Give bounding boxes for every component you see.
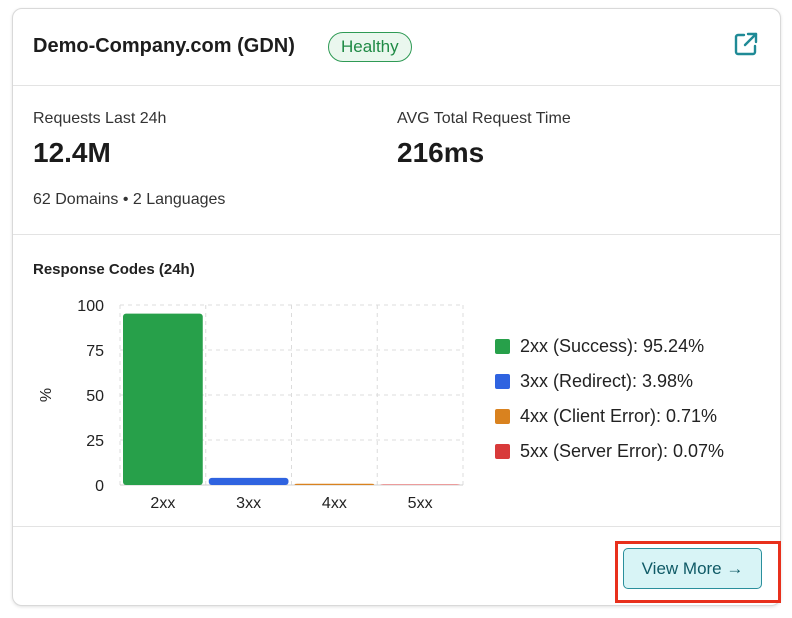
x-tick-label: 5xx bbox=[408, 495, 433, 512]
x-tick-label: 3xx bbox=[236, 495, 261, 512]
legend-swatch bbox=[495, 339, 510, 354]
y-axis-label: % bbox=[38, 388, 55, 402]
y-tick-label: 50 bbox=[86, 388, 104, 405]
card-header: Demo-Company.com (GDN) Healthy bbox=[13, 9, 780, 86]
legend-item: 4xx (Client Error): 0.71% bbox=[495, 399, 724, 434]
x-tick-label: 4xx bbox=[322, 495, 347, 512]
legend-swatch bbox=[495, 409, 510, 424]
response-codes-section: Response Codes (24h) 0 25 50 75 100 2xx 3xx 4xx… bbox=[13, 235, 780, 527]
chart-legend: 2xx (Success): 95.24% 3xx (Redirect): 3.9… bbox=[495, 329, 724, 469]
status-badge: Healthy bbox=[328, 32, 412, 62]
domain-card: Demo-Company.com (GDN) Healthy Requests … bbox=[12, 8, 781, 606]
y-tick-label: 0 bbox=[95, 478, 104, 495]
avg-time-label: AVG Total Request Time bbox=[397, 110, 571, 127]
y-tick-label: 75 bbox=[86, 343, 104, 360]
avg-time-value: 216ms bbox=[397, 137, 485, 168]
y-tick-label: 100 bbox=[77, 298, 104, 315]
highlight-box bbox=[615, 541, 781, 603]
legend-item: 5xx (Server Error): 0.07% bbox=[495, 434, 724, 469]
domains-languages-meta: 62 Domains • 2 Languages bbox=[33, 191, 226, 208]
bar-5xx bbox=[380, 484, 460, 485]
bar-2xx bbox=[123, 313, 203, 485]
card-title: Demo-Company.com (GDN) bbox=[33, 35, 295, 57]
y-tick-label: 25 bbox=[86, 433, 104, 450]
legend-swatch bbox=[495, 374, 510, 389]
chart-title: Response Codes (24h) bbox=[33, 261, 195, 278]
legend-item: 2xx (Success): 95.24% bbox=[495, 329, 724, 364]
requests-label: Requests Last 24h bbox=[33, 110, 167, 127]
legend-item: 3xx (Redirect): 3.98% bbox=[495, 364, 724, 399]
card-footer: View More → bbox=[13, 527, 781, 607]
bar-4xx bbox=[294, 483, 375, 485]
response-codes-chart: 0 25 50 75 100 2xx 3xx 4xx 5xx% bbox=[38, 298, 464, 512]
external-link-icon[interactable] bbox=[731, 29, 761, 59]
view-more-button[interactable]: View More → bbox=[623, 548, 762, 589]
stats-section: Requests Last 24h 12.4M AVG Total Reques… bbox=[13, 86, 780, 235]
legend-label: 5xx (Server Error): 0.07% bbox=[520, 441, 725, 461]
legend-label: 4xx (Client Error): 0.71% bbox=[520, 406, 718, 426]
legend-swatch bbox=[495, 444, 510, 459]
legend-label: 3xx (Redirect): 3.98% bbox=[520, 371, 694, 391]
requests-value: 12.4M bbox=[33, 137, 111, 168]
x-tick-label: 2xx bbox=[150, 495, 175, 512]
bar-3xx bbox=[208, 477, 289, 485]
legend-label: 2xx (Success): 95.24% bbox=[520, 336, 705, 356]
